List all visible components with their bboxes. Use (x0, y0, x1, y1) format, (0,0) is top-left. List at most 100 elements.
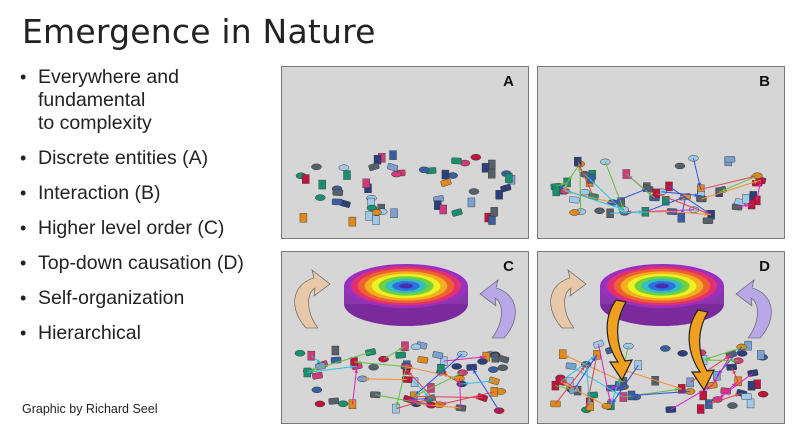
entity-disc (315, 194, 326, 201)
entity-disc (391, 170, 402, 178)
entity-block (467, 197, 476, 208)
panel-c-scene (294, 264, 516, 414)
entity-block (742, 194, 750, 204)
interaction-arrowhead (678, 197, 683, 201)
entity-disc (736, 350, 748, 357)
entity-chip (550, 400, 561, 408)
entity-disc (371, 209, 382, 216)
interaction-arrowhead (464, 381, 469, 386)
interaction-arrowhead (744, 203, 749, 208)
slide-title: Emergence in Nature (22, 12, 376, 51)
entity-disc (337, 400, 349, 407)
entity-disc (757, 390, 769, 398)
bullet-item: • Higher level order (C) (20, 217, 225, 239)
entity-block (331, 345, 340, 356)
entity-disc (623, 342, 634, 350)
interaction-line (645, 196, 686, 213)
entity-chip (311, 371, 323, 380)
bullet-item: • Self-organization (20, 287, 185, 309)
bullet-text: Everywhere and fundamental to complexity (38, 66, 179, 134)
entity-block (491, 353, 500, 363)
interaction-line (560, 381, 608, 407)
entity-disc (677, 350, 688, 357)
entity-disc (451, 363, 462, 370)
interaction-line (718, 175, 758, 193)
panel-d-scene (550, 264, 772, 414)
entity-chip (417, 356, 429, 364)
interaction-arrowhead (612, 398, 617, 403)
interaction-arrowhead (731, 358, 736, 363)
interaction-arrowhead (423, 398, 428, 403)
entity-chip (500, 183, 512, 193)
interaction-links (307, 345, 500, 411)
feedback-arrow-left-icon (550, 269, 587, 329)
interaction-line (573, 354, 598, 391)
interaction-arrowhead (411, 399, 416, 403)
entity-block (652, 188, 661, 199)
interaction-arrowhead (354, 369, 359, 373)
graphic-credit: Graphic by Richard Seel (22, 402, 158, 416)
entity-block (747, 199, 756, 210)
interaction-arrowhead (734, 393, 739, 398)
entity-disc (470, 153, 482, 161)
bullet-text: Discrete entities (A) (38, 147, 209, 169)
interaction-line (353, 361, 407, 368)
entity-block (401, 341, 409, 351)
entity-block (662, 196, 670, 206)
entity-block (505, 173, 513, 183)
bullet-item: • Interaction (B) (20, 182, 161, 204)
entity-disc (488, 366, 499, 373)
interaction-arrowhead (424, 392, 429, 397)
interaction-arrowhead (479, 355, 484, 360)
entity-chip (741, 393, 752, 400)
entity-block (677, 213, 686, 223)
entity-block (302, 174, 310, 184)
interaction-line (563, 189, 624, 210)
interaction-arrowhead (620, 205, 625, 210)
entity-block (365, 211, 373, 221)
interaction-arrowhead (409, 366, 414, 370)
interaction-arrowhead (724, 356, 729, 360)
entity-chip (332, 189, 344, 197)
interaction-arrowhead (398, 347, 403, 352)
entity-chip (568, 196, 580, 204)
interaction-arrowhead (585, 402, 590, 407)
bullet-item: • Everywhere and fundamental to complexit… (20, 66, 179, 134)
bullet-text: Hierarchical (38, 322, 141, 344)
interaction-arrowhead (565, 355, 570, 359)
bullet-item: • Hierarchical (20, 322, 141, 344)
down-arrow-shape (606, 299, 634, 382)
entity-block (713, 371, 721, 381)
interaction-line (406, 369, 440, 406)
disc-ring (655, 283, 669, 289)
bullet-list: • Everywhere and fundamental to complexit… (20, 66, 282, 357)
interaction-arrowhead (590, 356, 595, 361)
interaction-arrowhead (408, 372, 413, 376)
entity-chip (387, 163, 399, 172)
interaction-arrowhead (705, 386, 710, 391)
entity-chip (587, 391, 599, 399)
interaction-links (555, 344, 754, 410)
interaction-line (413, 353, 463, 397)
entity-chip (331, 198, 343, 206)
entity-chip (369, 391, 381, 399)
interaction-arrowhead (732, 369, 737, 374)
interaction-arrowhead (719, 394, 724, 398)
entity-chip (328, 397, 340, 405)
entity-disc (660, 345, 671, 352)
interaction-arrowhead (578, 164, 583, 169)
panel-b-label: B (759, 73, 770, 90)
entity-block (307, 350, 316, 361)
entity-block (390, 208, 398, 218)
interaction-arrowhead (442, 401, 447, 406)
interaction-arrowhead (618, 206, 623, 211)
interaction-arrowhead (560, 182, 565, 187)
interaction-arrowhead (566, 189, 570, 194)
interaction-arrowhead (615, 198, 620, 202)
entity-disc (314, 400, 326, 408)
interaction-line (307, 365, 358, 373)
interaction-links (555, 158, 762, 218)
interaction-line (413, 372, 463, 397)
panel-a: A (281, 66, 529, 239)
interaction-line (661, 191, 702, 197)
